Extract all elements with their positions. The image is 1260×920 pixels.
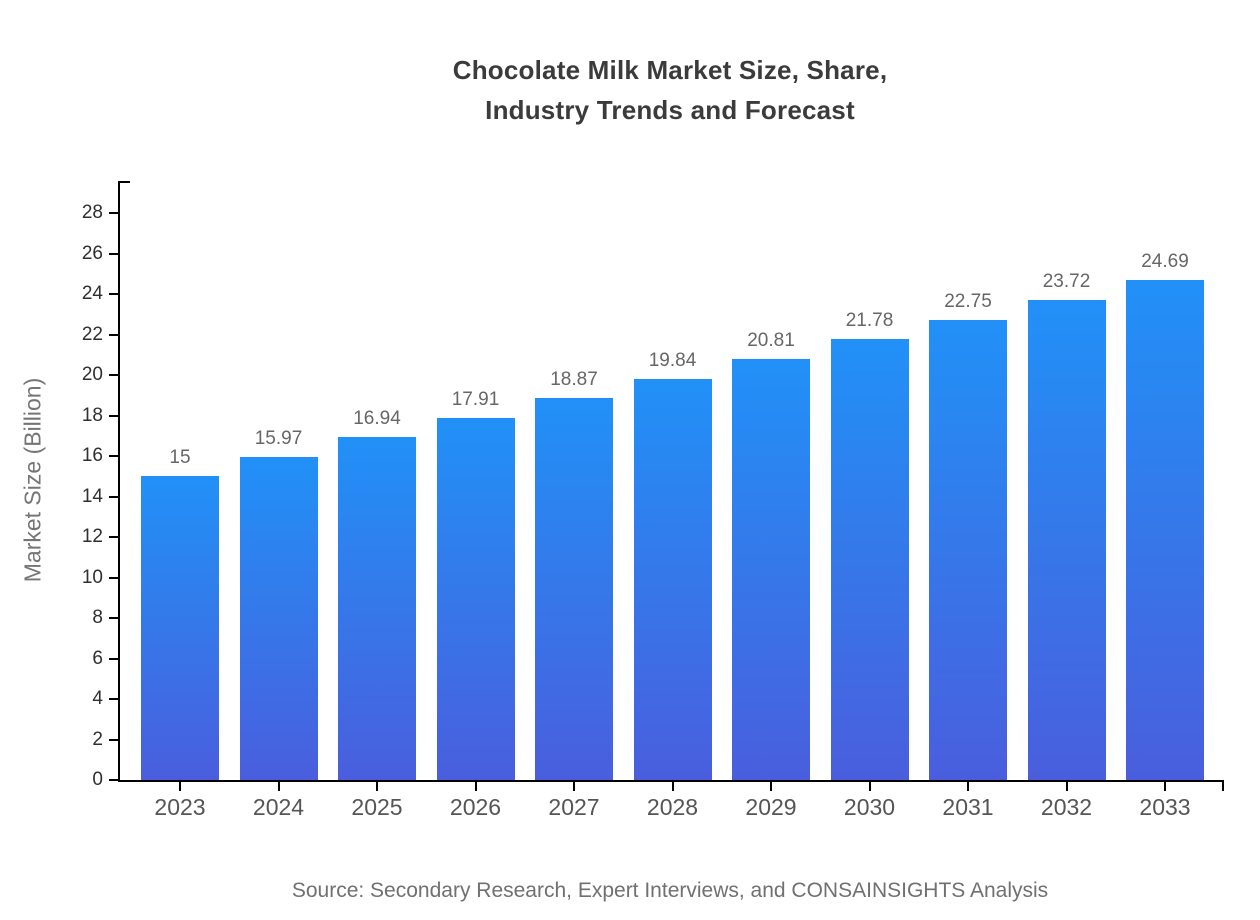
x-tick-label: 2023 bbox=[154, 794, 206, 820]
bar-2026 bbox=[436, 418, 515, 780]
y-axis-tick bbox=[109, 576, 118, 579]
x-tick-label: 2028 bbox=[646, 794, 699, 820]
bar-value-label: 19.84 bbox=[648, 350, 697, 371]
x-axis-tick bbox=[770, 782, 772, 791]
x-axis-tick bbox=[1164, 782, 1166, 791]
source-note: Source: Secondary Research, Expert Inter… bbox=[291, 879, 1049, 902]
y-axis-tick bbox=[109, 414, 118, 417]
y-tick-label: 18 bbox=[81, 404, 103, 426]
y-tick-label: 2 bbox=[92, 728, 103, 750]
bar-value-label: 17.91 bbox=[451, 389, 500, 410]
y-axis-tick bbox=[109, 698, 118, 701]
bar-value-label: 24.69 bbox=[1141, 251, 1189, 272]
y-tick-label: 28 bbox=[81, 202, 103, 224]
bar-value-label: 15.97 bbox=[254, 428, 303, 449]
y-axis-tick bbox=[109, 212, 118, 215]
y-axis-tick bbox=[109, 455, 118, 458]
y-tick-label: 14 bbox=[81, 485, 103, 507]
x-tick-label: 2027 bbox=[548, 794, 600, 820]
bar-2028 bbox=[633, 379, 712, 780]
y-tick-label: 0 bbox=[92, 769, 103, 790]
bar-value-label: 20.81 bbox=[747, 330, 795, 351]
x-axis-end-tick bbox=[1222, 782, 1224, 791]
y-tick-label: 4 bbox=[92, 688, 103, 710]
x-axis-tick bbox=[474, 782, 477, 791]
y-tick-label: 8 bbox=[92, 607, 103, 629]
x-tick-label: 2029 bbox=[745, 794, 797, 820]
bar-value-label: 23.72 bbox=[1042, 271, 1091, 292]
x-axis-tick bbox=[1065, 782, 1068, 791]
y-tick-label: 12 bbox=[81, 526, 103, 548]
y-tick-label: 10 bbox=[81, 566, 103, 588]
y-tick-label: 26 bbox=[81, 242, 103, 264]
x-axis-tick bbox=[868, 782, 871, 791]
x-axis-tick bbox=[573, 782, 575, 791]
y-axis-tick bbox=[109, 779, 118, 781]
y-axis-tick bbox=[109, 495, 118, 498]
y-tick-label: 16 bbox=[81, 445, 103, 467]
bar-2024 bbox=[239, 457, 318, 780]
x-tick-label: 2030 bbox=[843, 794, 896, 820]
x-tick-label: 2031 bbox=[942, 794, 994, 820]
x-tick-label: 2026 bbox=[449, 794, 502, 820]
x-axis-tick bbox=[671, 782, 674, 791]
chart-title-line1: Chocolate Milk Market Size, Share, bbox=[452, 55, 888, 85]
y-axis-tick bbox=[109, 536, 118, 539]
y-axis-tick bbox=[109, 374, 118, 377]
y-tick-label: 20 bbox=[81, 364, 103, 386]
x-axis-tick bbox=[967, 782, 969, 791]
bar-2030 bbox=[830, 339, 909, 780]
bar-value-label: 15 bbox=[169, 447, 191, 468]
y-axis-tick bbox=[109, 252, 118, 255]
x-tick-label: 2033 bbox=[1139, 794, 1191, 820]
bar-value-label: 22.75 bbox=[944, 291, 992, 312]
y-axis-tick bbox=[109, 657, 118, 660]
x-axis-tick bbox=[376, 782, 378, 791]
y-tick-label: 24 bbox=[81, 283, 103, 305]
plot-area: 0 2 4 6 8 10 12 14 16 18 20 22 24 26 28 15 2023 15.97 2024… bbox=[82, 181, 1224, 820]
x-tick-label: 2024 bbox=[252, 794, 305, 820]
y-axis-tick bbox=[109, 333, 118, 336]
bar-2025 bbox=[338, 437, 416, 780]
y-axis-title: Market Size (Billion) bbox=[19, 377, 46, 583]
x-tick-label: 2032 bbox=[1040, 794, 1093, 820]
bar-value-label: 21.78 bbox=[845, 310, 894, 331]
bar-2031 bbox=[929, 320, 1007, 780]
y-axis-tick bbox=[109, 617, 118, 620]
bar-2032 bbox=[1027, 300, 1106, 780]
y-tick-label: 22 bbox=[81, 323, 103, 345]
y-axis-tick bbox=[109, 738, 118, 741]
bar-2029 bbox=[732, 359, 810, 780]
x-axis-tick bbox=[179, 782, 181, 791]
y-axis-top-cap bbox=[120, 181, 130, 183]
x-axis-tick bbox=[277, 782, 280, 791]
bar-2023 bbox=[141, 476, 219, 780]
bar-2027 bbox=[535, 398, 613, 780]
x-tick-label: 2025 bbox=[351, 794, 403, 820]
y-axis-tick bbox=[109, 293, 118, 296]
chart-title: Chocolate Milk Market Size, Share, Indus… bbox=[118, 50, 1222, 130]
bar-2033 bbox=[1126, 280, 1204, 780]
chart-title-line2: Industry Trends and Forecast bbox=[485, 95, 855, 125]
y-tick-label: 6 bbox=[92, 647, 103, 669]
bar-value-label: 16.94 bbox=[353, 408, 401, 429]
bar-value-label: 18.87 bbox=[550, 369, 598, 390]
